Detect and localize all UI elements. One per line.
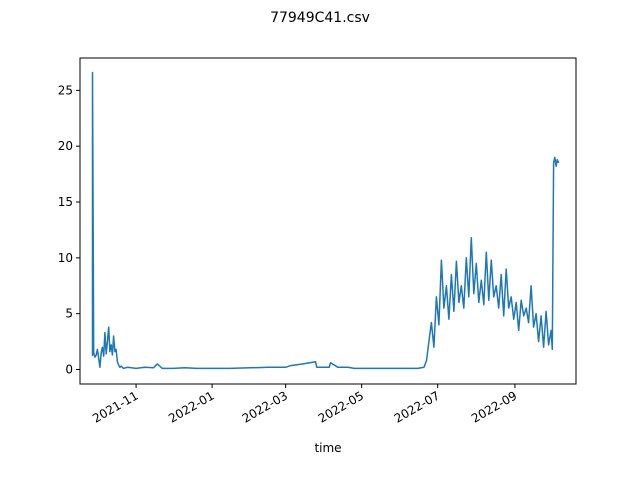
y-tick-label: 10 <box>58 251 73 265</box>
y-axis: 0 5 10 15 20 25 <box>58 83 80 376</box>
y-tick-label: 15 <box>58 195 73 209</box>
series-line-0 <box>91 71 560 370</box>
plot-area <box>91 71 560 370</box>
chart-title: 77949C41.csv <box>270 10 370 26</box>
y-tick-label: 25 <box>58 83 73 97</box>
x-axis-label: time <box>314 441 341 455</box>
y-tick-label: 0 <box>65 362 73 376</box>
y-tick-label: 20 <box>58 139 73 153</box>
axes-frame <box>79 57 577 385</box>
y-tick-label: 5 <box>65 307 73 321</box>
